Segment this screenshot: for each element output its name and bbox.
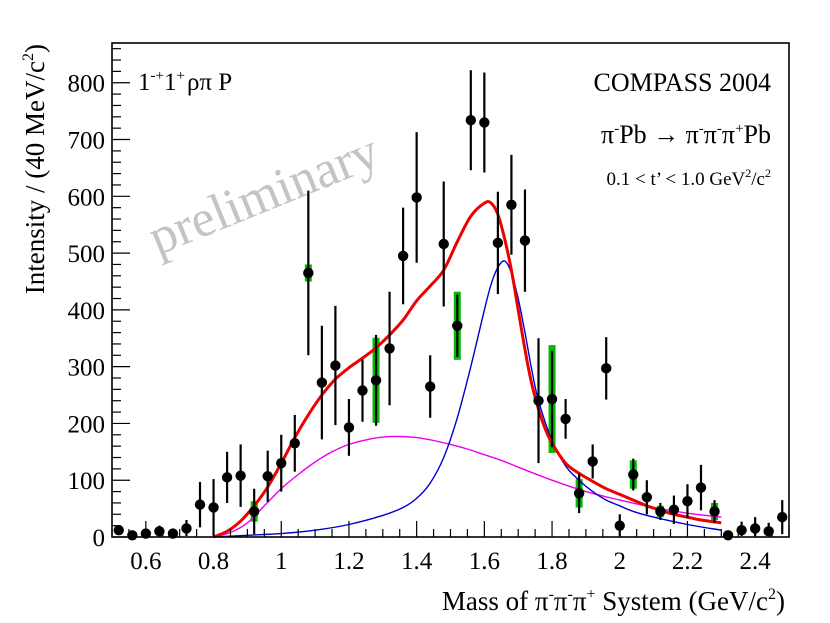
x-tick-label: 1.4 [401,548,433,575]
data-point [601,363,612,374]
data-point [424,381,436,392]
data-point [479,117,490,128]
data-point [519,235,531,246]
data-point [546,393,558,405]
data-point [181,523,192,534]
data-point [113,524,124,536]
data-point [655,506,666,517]
data-point [763,526,774,537]
data-point [221,472,233,483]
x-tick-label: 1.2 [333,548,364,575]
data-point [357,385,368,396]
data-point [127,530,138,541]
data-point [438,238,449,250]
data-point [330,360,341,371]
curve-total-fit [213,200,722,539]
data-point [506,199,517,211]
y-tick-label: 700 [68,128,106,155]
curve-resonance [213,260,722,538]
data-point [235,470,246,481]
data-point [777,511,788,523]
data-point [208,502,219,513]
wave-label: 1-+1+ρπ P [138,68,232,96]
experiment-label: COMPASS 2004 [593,68,771,97]
x-tick-label: 0.6 [130,548,161,575]
data-point [641,492,653,503]
data-point [682,496,693,507]
data-point [452,320,463,331]
data-point [370,375,382,386]
t-range-label: 0.1 < t’ < 1.0 GeV2/c2 [607,166,771,190]
x-tick-label: 1.8 [536,548,567,575]
data-point [465,115,477,126]
x-tick-label: 1.6 [469,548,500,575]
data-point [411,192,422,203]
data-point [316,377,328,388]
data-point [722,530,734,541]
data-point [194,499,206,510]
data-point [289,438,300,449]
y-tick-label: 400 [68,298,106,325]
y-axis-title: Intensity / (40 MeV/c2) [20,44,50,294]
data-point [154,526,165,537]
x-tick-label: 2.4 [740,548,772,575]
y-tick-label: 600 [68,184,106,211]
y-tick-label: 100 [68,468,106,495]
y-tick-label: 300 [68,355,106,382]
data-point [695,482,707,493]
data-point [276,457,287,469]
data-point [262,471,273,482]
data-point [533,395,544,406]
data-point [560,413,571,425]
x-tick-label: 0.8 [198,548,229,575]
y-axis-ticks: 0 100 200 300 400 500 600 700 800 [68,48,130,552]
y-tick-label: 200 [68,411,106,438]
data-point [709,506,720,517]
data-point [343,422,355,433]
x-axis-ticks: 0.6 0.8 1 1.2 1.4 1.6 1.8 2 2.2 2.4 [111,521,790,575]
data-point [668,504,680,515]
data-point [492,237,504,249]
data-point [397,250,409,262]
x-axis-title: Mass of π-π-π+ System (GeV/c2) [442,586,785,616]
data-point [587,456,598,467]
data-point [384,343,395,354]
x-tick-label: 2.2 [672,548,703,575]
y-tick-label: 800 [68,71,106,98]
x-tick-label: 1 [275,548,288,575]
x-tick-label: 2 [614,548,627,575]
reaction-label: π-Pb → π-π-π+Pb [601,120,771,149]
data-point [303,267,314,279]
y-tick-label: 500 [68,241,106,268]
data-point [736,524,747,536]
data-point [248,506,260,517]
data-point [573,488,585,499]
data-point [628,469,639,480]
data-point [167,528,179,539]
y-tick-label: 0 [93,525,106,552]
